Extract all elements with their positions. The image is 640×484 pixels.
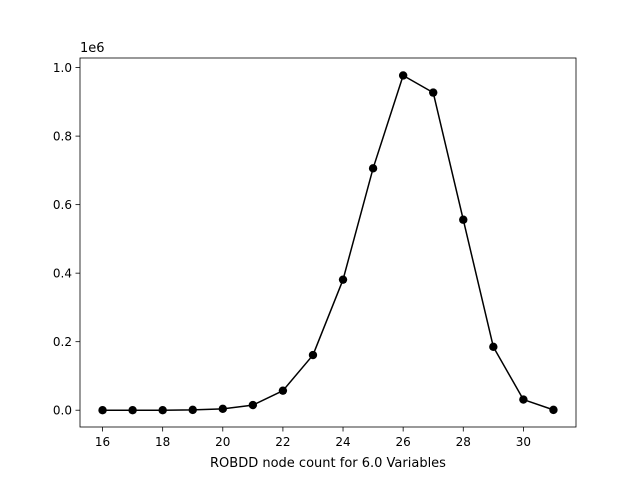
x-tick-label-0: 16	[95, 435, 110, 449]
data-point-0-0	[98, 406, 107, 415]
y-tick-label-0: 0.0	[53, 404, 72, 418]
plot-frame	[79, 57, 577, 428]
data-point-0-11	[429, 88, 438, 97]
data-point-0-15	[549, 405, 558, 415]
data-point-0-1	[128, 406, 137, 415]
axes: 16 18 20 22 24 26 28 30 0.0 0.2 0.4 0.6 0.8 1.0	[53, 57, 577, 449]
data-point-0-8	[338, 275, 348, 284]
y-tick-label-5: 1.0	[53, 61, 72, 75]
x-axis-label: ROBDD node count for 6.0 Variables	[210, 456, 446, 471]
data-point-0-3	[188, 405, 197, 415]
x-tick-label-5: 26	[396, 435, 411, 449]
x-tick-label-1: 18	[155, 435, 170, 449]
y-axis-scale-label: 1e6	[80, 41, 105, 56]
data-point-0-14	[519, 395, 528, 404]
x-tick-label-3: 22	[275, 435, 290, 449]
data-point-0-12	[459, 215, 468, 224]
data-point-0-5	[248, 400, 258, 410]
data-point-0-9	[368, 164, 378, 173]
plot-area	[98, 71, 558, 415]
data-point-0-2	[158, 406, 167, 415]
x-tick-label-6: 28	[456, 435, 471, 449]
data-point-0-4	[218, 404, 227, 414]
y-tick-label-3: 0.6	[53, 198, 72, 212]
x-tick-label-4: 24	[335, 435, 350, 449]
x-tick-label-2: 20	[215, 435, 230, 449]
y-tick-label-2: 0.4	[53, 267, 72, 281]
data-point-0-13	[489, 342, 498, 352]
data-point-0-7	[308, 350, 318, 360]
data-point-0-6	[278, 386, 288, 395]
y-tick-label-4: 0.8	[53, 130, 72, 144]
series-line-0	[102, 74, 554, 411]
data-point-0-10	[398, 71, 408, 80]
y-tick-label-1: 0.2	[53, 335, 72, 349]
x-tick-label-7: 30	[516, 435, 531, 449]
